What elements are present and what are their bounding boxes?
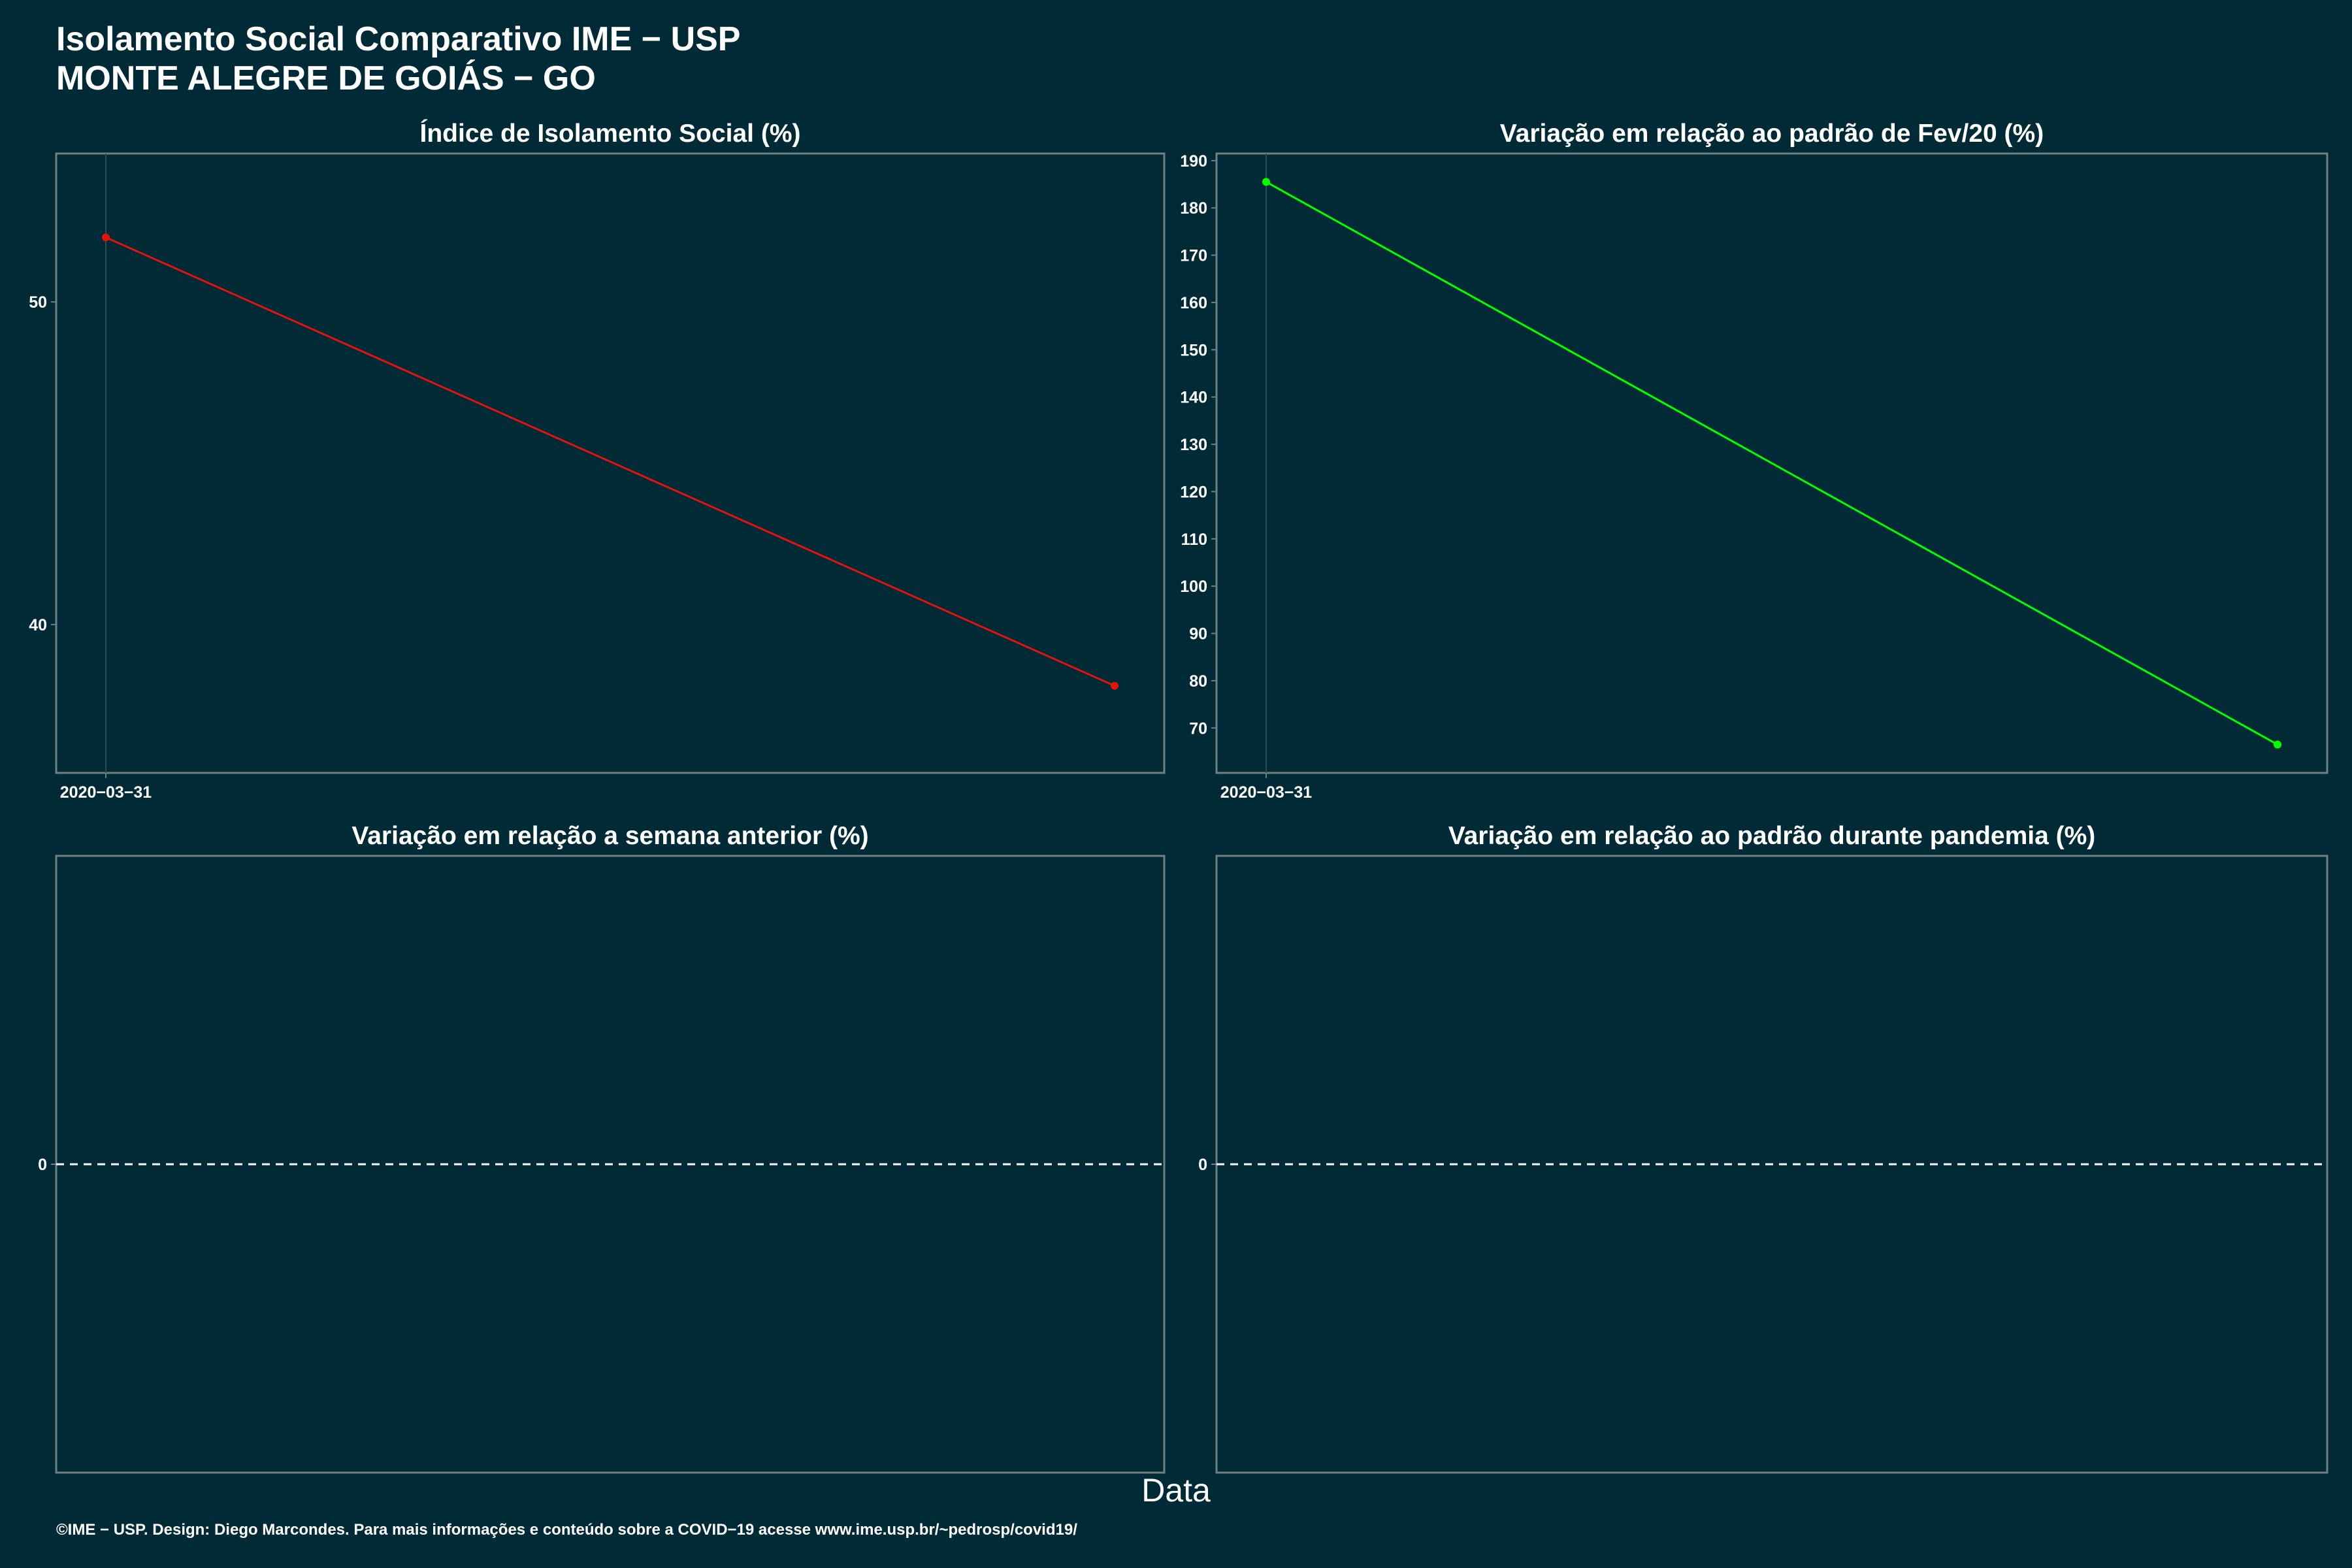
y-tick-label: 160 <box>1180 294 1207 312</box>
y-tick-label: 140 <box>1180 389 1207 407</box>
y-tick-label: 0 <box>38 1156 47 1174</box>
data-point <box>1262 178 1270 186</box>
y-tick-label: 170 <box>1180 247 1207 265</box>
y-tick-label: 70 <box>1189 719 1207 738</box>
y-tick-label: 190 <box>1180 152 1207 171</box>
panel-frame <box>55 152 1166 774</box>
y-tick-label: 180 <box>1180 199 1207 218</box>
page-subtitle: MONTE ALEGRE DE GOIÁS − GO <box>56 59 596 97</box>
y-tick-label: 100 <box>1180 578 1207 596</box>
y-tick-label: 130 <box>1180 436 1207 454</box>
y-tick-label: 90 <box>1189 625 1207 644</box>
panel-title: Variação em relação ao padrão de Fev/20 … <box>1500 120 2044 148</box>
page-title: Isolamento Social Comparativo IME − USP <box>56 20 741 58</box>
chart-panel-2: Variação em relação ao padrão de Fev/20 … <box>1180 120 2328 802</box>
y-tick-label: 110 <box>1181 531 1207 549</box>
series-line <box>105 237 1115 687</box>
chart-panel-3: Variação em relação a semana anterior (%… <box>38 822 1166 1474</box>
panel-title: Índice de Isolamento Social (%) <box>420 119 801 148</box>
y-tick-label: 120 <box>1180 483 1207 501</box>
panel-title: Variação em relação ao padrão durante pa… <box>1448 822 2096 850</box>
series-line <box>1266 181 2278 745</box>
x-tick-label: 2020−03−31 <box>60 783 152 802</box>
y-tick-label: 0 <box>1198 1156 1207 1174</box>
y-tick-label: 80 <box>1189 672 1207 691</box>
chart-panel-1: Índice de Isolamento Social (%) 40 50 2020−… <box>29 119 1166 802</box>
panel-frame <box>1215 152 2328 774</box>
data-point <box>102 233 110 242</box>
data-point <box>2274 740 2281 749</box>
title-block: Isolamento Social Comparativo IME − USP … <box>56 20 741 98</box>
footer-credits: ©IME − USP. Design: Diego Marcondes. Par… <box>56 1521 1077 1539</box>
y-tick-label: 150 <box>1180 341 1207 359</box>
x-axis-title: Data <box>1141 1472 1211 1509</box>
y-tick-label: 50 <box>29 293 47 312</box>
y-tick-label: 40 <box>29 616 47 634</box>
x-tick-label: 2020−03−31 <box>1220 783 1313 802</box>
data-point <box>1111 681 1119 690</box>
chart-panel-4: Variação em relação ao padrão durante pa… <box>1198 822 2328 1474</box>
panel-title: Variação em relação a semana anterior (%… <box>351 822 868 850</box>
